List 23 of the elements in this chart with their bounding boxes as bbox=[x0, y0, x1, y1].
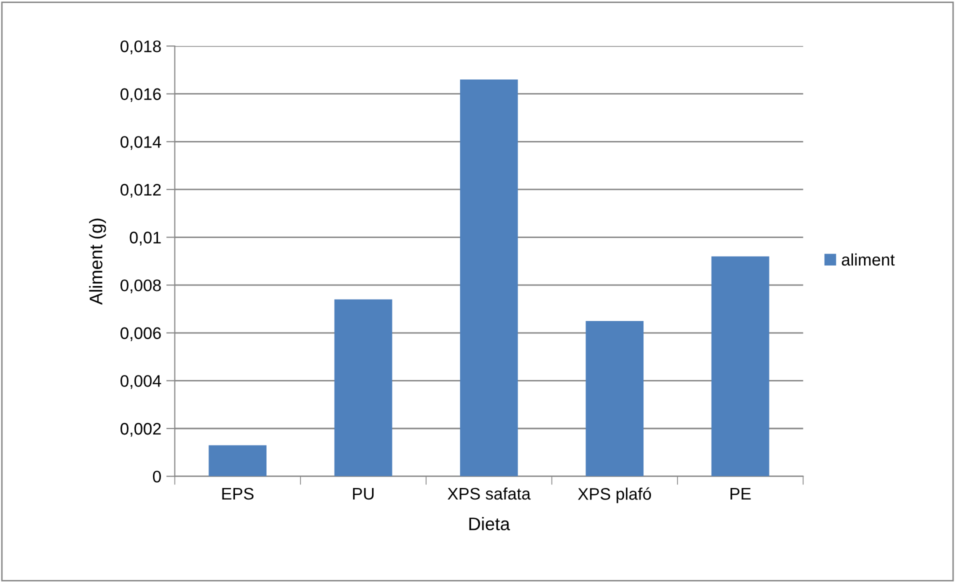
y-tick-label: 0,016 bbox=[120, 88, 161, 102]
y-tick-label: 0,01 bbox=[130, 232, 161, 246]
x-tick-label: EPS bbox=[222, 488, 254, 500]
bar bbox=[586, 320, 644, 476]
x-axis-title: Dieta bbox=[469, 517, 510, 530]
y-tick-label: 0,014 bbox=[120, 136, 162, 150]
bar bbox=[711, 256, 770, 476]
y-tick-label: 0,006 bbox=[120, 327, 161, 342]
bar bbox=[208, 445, 267, 476]
y-tick-label: 0,002 bbox=[120, 422, 161, 437]
y-tick-label: 0,004 bbox=[120, 375, 162, 389]
y-tick-label: 0,012 bbox=[120, 184, 161, 198]
y-tick-label: 0 bbox=[152, 470, 161, 483]
y-axis-title: Aliment (g) bbox=[89, 218, 106, 305]
x-tick-label: PE bbox=[730, 488, 751, 500]
x-tick-label: XPS safata bbox=[448, 487, 531, 500]
x-tick-label: PU bbox=[353, 488, 374, 500]
x-tick-label: XPS plafó bbox=[578, 487, 651, 504]
y-tick-label: 0,018 bbox=[120, 40, 161, 54]
bar bbox=[460, 80, 518, 476]
bar bbox=[334, 299, 392, 476]
y-tick-label: 0,008 bbox=[120, 279, 161, 294]
legend-label: aliment bbox=[842, 253, 895, 266]
